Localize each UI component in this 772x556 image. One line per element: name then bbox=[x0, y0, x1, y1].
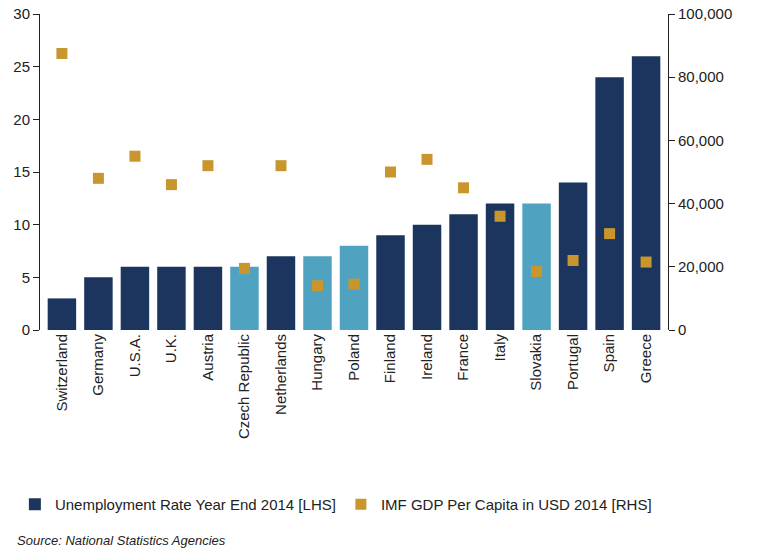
svg-text:U.S.A.: U.S.A. bbox=[126, 334, 143, 377]
svg-text:Source: National Statistics Ag: Source: National Statistics Agencies bbox=[17, 533, 226, 548]
svg-text:IMF GDP Per Capita in USD 2014: IMF GDP Per Capita in USD 2014 [RHS] bbox=[381, 496, 652, 513]
svg-text:Czech Republic: Czech Republic bbox=[235, 334, 252, 440]
svg-text:Hungary: Hungary bbox=[308, 334, 325, 391]
svg-text:Slovakia: Slovakia bbox=[527, 333, 544, 390]
svg-text:Poland: Poland bbox=[345, 334, 362, 381]
svg-text:Switzerland: Switzerland bbox=[53, 334, 70, 412]
svg-text:30: 30 bbox=[13, 5, 30, 22]
svg-text:Greece: Greece bbox=[637, 334, 654, 383]
svg-text:20: 20 bbox=[13, 111, 30, 128]
svg-text:France: France bbox=[454, 334, 471, 381]
svg-text:Austria: Austria bbox=[199, 333, 216, 380]
svg-text:Italy: Italy bbox=[491, 334, 508, 362]
svg-text:100,000: 100,000 bbox=[678, 5, 732, 22]
svg-text:15: 15 bbox=[13, 163, 30, 180]
svg-text:5: 5 bbox=[22, 269, 30, 286]
svg-text:0: 0 bbox=[678, 321, 686, 338]
svg-text:80,000: 80,000 bbox=[678, 68, 724, 85]
svg-text:40,000: 40,000 bbox=[678, 195, 724, 212]
svg-text:Portugal: Portugal bbox=[564, 334, 581, 390]
svg-text:60,000: 60,000 bbox=[678, 132, 724, 149]
svg-text:Germany: Germany bbox=[89, 334, 106, 396]
svg-text:25: 25 bbox=[13, 58, 30, 75]
svg-text:20,000: 20,000 bbox=[678, 258, 724, 275]
svg-text:Finland: Finland bbox=[381, 334, 398, 383]
svg-text:Ireland: Ireland bbox=[418, 334, 435, 380]
svg-text:Unemployment Rate Year End 201: Unemployment Rate Year End 2014 [LHS] bbox=[55, 496, 336, 513]
svg-text:10: 10 bbox=[13, 216, 30, 233]
svg-text:Spain: Spain bbox=[600, 334, 617, 372]
svg-text:Netherlands: Netherlands bbox=[272, 334, 289, 415]
svg-text:0: 0 bbox=[22, 321, 30, 338]
svg-text:U.K.: U.K. bbox=[162, 334, 179, 363]
